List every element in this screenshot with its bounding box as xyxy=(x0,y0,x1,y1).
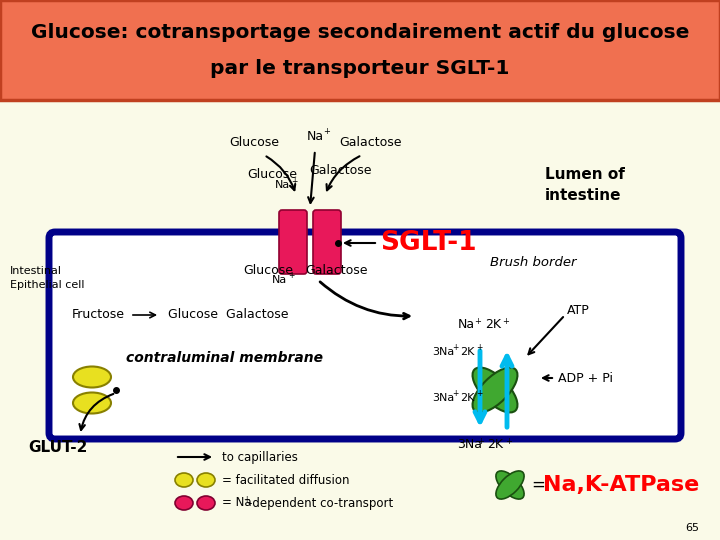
Ellipse shape xyxy=(472,368,518,413)
Text: 3Na: 3Na xyxy=(432,347,454,357)
Text: contraluminal membrane: contraluminal membrane xyxy=(127,351,323,365)
FancyBboxPatch shape xyxy=(279,210,307,274)
Text: Glucose: Glucose xyxy=(247,168,297,181)
Text: 2K: 2K xyxy=(485,319,501,332)
Text: Fructose: Fructose xyxy=(72,308,125,321)
Text: +: + xyxy=(505,436,512,446)
Text: Galactose: Galactose xyxy=(305,264,367,276)
Text: par le transporteur SGLT-1: par le transporteur SGLT-1 xyxy=(210,58,510,78)
Text: = Na: = Na xyxy=(222,496,251,510)
Text: ATP: ATP xyxy=(567,303,590,316)
Text: Galactose: Galactose xyxy=(338,137,401,150)
Text: 3Na: 3Na xyxy=(457,438,482,451)
Text: +: + xyxy=(452,343,459,353)
Text: Glucose: cotransportage secondairement actif du glucose: Glucose: cotransportage secondairement a… xyxy=(31,24,689,43)
Text: +: + xyxy=(477,436,484,446)
Text: Glucose  Galactose: Glucose Galactose xyxy=(168,308,288,321)
Text: +: + xyxy=(288,272,294,280)
Text: +: + xyxy=(323,127,330,137)
Ellipse shape xyxy=(175,473,193,487)
Text: Galactose: Galactose xyxy=(309,164,372,177)
Text: Brush border: Brush border xyxy=(490,255,577,268)
Text: Na: Na xyxy=(307,130,324,143)
Bar xyxy=(0,0,720,100)
Text: +: + xyxy=(502,316,509,326)
Text: 65: 65 xyxy=(685,523,699,533)
Text: Na: Na xyxy=(458,319,475,332)
Text: -dependent co-transport: -dependent co-transport xyxy=(248,496,393,510)
Ellipse shape xyxy=(175,496,193,510)
Text: 2K: 2K xyxy=(487,438,503,451)
Text: SGLT-1: SGLT-1 xyxy=(380,230,477,256)
Ellipse shape xyxy=(73,367,111,388)
Text: Glucose: Glucose xyxy=(243,264,293,276)
Text: 2K: 2K xyxy=(460,347,474,357)
Ellipse shape xyxy=(496,471,524,499)
Text: Na: Na xyxy=(275,180,290,190)
Text: = facilitated diffusion: = facilitated diffusion xyxy=(222,474,349,487)
Text: Na: Na xyxy=(272,275,287,285)
Text: Na,K-ATPase: Na,K-ATPase xyxy=(543,475,699,495)
Text: GLUT-2: GLUT-2 xyxy=(28,441,88,456)
Text: Intestinal
Epithelial cell: Intestinal Epithelial cell xyxy=(10,266,84,289)
Text: =: = xyxy=(532,476,551,494)
Text: +: + xyxy=(243,495,249,503)
Text: +: + xyxy=(452,389,459,399)
Ellipse shape xyxy=(197,496,215,510)
Ellipse shape xyxy=(73,393,111,414)
Text: +: + xyxy=(476,343,482,353)
FancyBboxPatch shape xyxy=(313,210,341,274)
Ellipse shape xyxy=(472,368,518,413)
Text: 3Na: 3Na xyxy=(432,393,454,403)
Ellipse shape xyxy=(197,473,215,487)
Text: +: + xyxy=(291,177,297,186)
Text: to capillaries: to capillaries xyxy=(222,450,298,463)
Text: +: + xyxy=(476,389,482,399)
FancyBboxPatch shape xyxy=(49,232,681,439)
Text: ADP + Pi: ADP + Pi xyxy=(558,372,613,384)
Text: Lumen of
intestine: Lumen of intestine xyxy=(545,167,625,203)
Text: 2K: 2K xyxy=(460,393,474,403)
Text: Glucose: Glucose xyxy=(229,137,279,150)
Text: +: + xyxy=(474,316,481,326)
Ellipse shape xyxy=(496,471,524,499)
